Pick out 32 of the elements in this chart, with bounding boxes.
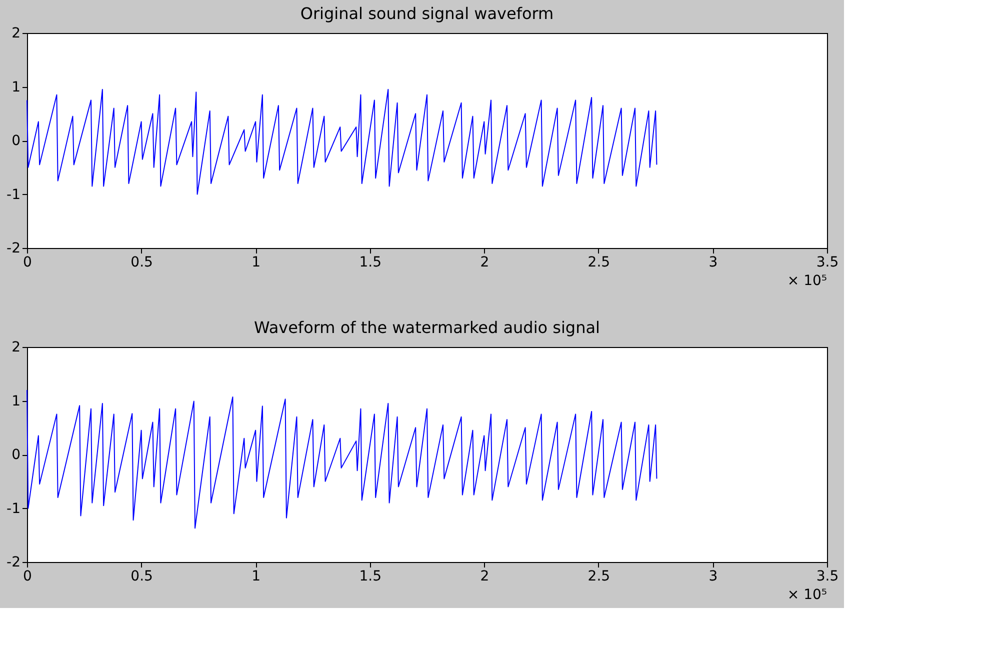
text: × 10⁵ (787, 273, 827, 289)
y-tick-label: 2 (12, 26, 20, 42)
x-tick-label: 3 (708, 254, 718, 270)
x-tick-label: 0 (23, 568, 32, 584)
x-tick-label: 1 (252, 568, 261, 584)
y-tick-label: 1 (12, 79, 20, 96)
text: × 10⁵ (787, 587, 827, 603)
chart-title: Original sound signal waveform (300, 4, 554, 23)
x-tick-label: 0.5 (130, 568, 153, 584)
line-series (26, 390, 658, 529)
y-tick-label: -1 (6, 186, 20, 203)
x-tick-label: 1.5 (359, 254, 382, 270)
x-tick-label: 2 (480, 254, 490, 270)
x-tick-label: 3 (708, 568, 718, 584)
x-tick-label: 2.5 (588, 254, 610, 270)
x-tick-label: 0.5 (130, 254, 153, 270)
y-tick-label: 0 (12, 447, 20, 463)
y-tick-label: -2 (6, 240, 20, 256)
x-tick-label: 2 (480, 568, 490, 584)
x-tick-label: 1 (252, 254, 261, 270)
x-tick-label: 0 (23, 254, 32, 270)
line-series (26, 88, 658, 195)
y-tick-label: 2 (12, 340, 20, 356)
y-tick-label: -1 (6, 500, 20, 517)
y-tick-label: 0 (12, 133, 20, 149)
chart-title: Waveform of the watermarked audio signal (254, 318, 600, 337)
x-tick-label: 3.5 (816, 568, 839, 584)
x-tick-label: 2.5 (588, 568, 610, 584)
y-tick-label: -2 (6, 554, 20, 570)
y-tick-label: 1 (12, 393, 20, 410)
x-tick-label: 3.5 (816, 254, 839, 270)
x-tick-label: 1.5 (359, 568, 382, 584)
